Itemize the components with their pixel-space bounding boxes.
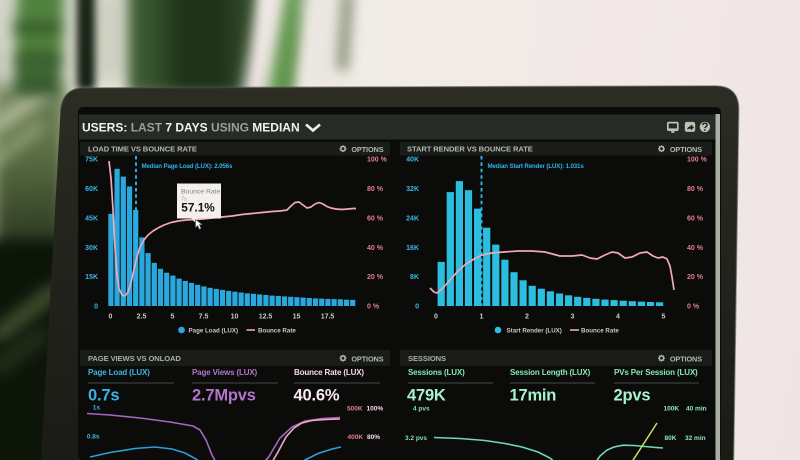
svg-text:7.5: 7.5 bbox=[199, 314, 209, 321]
svg-text:17min: 17min bbox=[510, 387, 557, 405]
svg-text:17.5: 17.5 bbox=[321, 314, 335, 321]
svg-text:Median Page Load (LUX): 2.056s: Median Page Load (LUX): 2.056s bbox=[142, 163, 233, 170]
svg-text:0: 0 bbox=[94, 304, 98, 311]
svg-text:Bounce Rate: Bounce Rate bbox=[258, 327, 296, 334]
svg-text:32 min: 32 min bbox=[685, 435, 706, 442]
svg-text:80%: 80% bbox=[367, 434, 380, 441]
svg-text:Page Load (LUX): Page Load (LUX) bbox=[189, 327, 239, 334]
svg-text:5: 5 bbox=[171, 314, 175, 321]
svg-text:4: 4 bbox=[616, 314, 620, 321]
svg-text:100%: 100% bbox=[367, 406, 384, 413]
svg-text:OPTIONS: OPTIONS bbox=[670, 355, 702, 364]
svg-text:479K: 479K bbox=[407, 387, 446, 405]
svg-text:30K: 30K bbox=[85, 245, 98, 252]
svg-text:40 %: 40 % bbox=[687, 245, 704, 252]
svg-text:SESSIONS: SESSIONS bbox=[408, 354, 446, 363]
svg-text:15: 15 bbox=[293, 314, 301, 321]
svg-text:400K: 400K bbox=[348, 434, 364, 441]
svg-text:20 %: 20 % bbox=[367, 274, 384, 281]
svg-text:8K: 8K bbox=[410, 274, 419, 281]
svg-text:32K: 32K bbox=[406, 186, 419, 193]
svg-text:57.1%: 57.1% bbox=[181, 201, 215, 215]
svg-text:Bounce Rate (LUX): Bounce Rate (LUX) bbox=[294, 368, 364, 377]
svg-text:75K: 75K bbox=[85, 157, 98, 164]
svg-text:60 %: 60 % bbox=[687, 215, 704, 222]
svg-text:3: 3 bbox=[571, 314, 575, 321]
svg-text:2pvs: 2pvs bbox=[614, 387, 651, 405]
svg-text:1: 1 bbox=[480, 314, 484, 321]
svg-text:10: 10 bbox=[231, 314, 239, 321]
svg-text:Session Length (LUX): Session Length (LUX) bbox=[510, 368, 591, 377]
svg-text:0 %: 0 % bbox=[367, 304, 380, 311]
svg-text:1s: 1s bbox=[93, 405, 101, 412]
svg-text:START RENDER VS BOUNCE RATE: START RENDER VS BOUNCE RATE bbox=[407, 145, 533, 154]
svg-text:Page Load (LUX): Page Load (LUX) bbox=[88, 368, 150, 377]
svg-text:PAGE VIEWS VS ONLOAD: PAGE VIEWS VS ONLOAD bbox=[88, 354, 181, 363]
svg-text:OPTIONS: OPTIONS bbox=[351, 145, 383, 154]
svg-text:80K: 80K bbox=[665, 435, 677, 442]
svg-text:LOAD TIME VS BOUNCE RATE: LOAD TIME VS BOUNCE RATE bbox=[88, 145, 197, 154]
svg-text:Start Render (LUX): Start Render (LUX) bbox=[507, 327, 562, 334]
svg-text:3.2 pvs: 3.2 pvs bbox=[405, 435, 427, 442]
svg-text:60 %: 60 % bbox=[367, 215, 384, 222]
svg-text:Bounce Rate: Bounce Rate bbox=[181, 188, 221, 195]
svg-text:40 %: 40 % bbox=[367, 245, 384, 252]
svg-text:15K: 15K bbox=[85, 274, 98, 281]
svg-text:OPTIONS: OPTIONS bbox=[351, 355, 383, 364]
svg-text:16K: 16K bbox=[406, 245, 419, 252]
svg-text:7s: 7s bbox=[181, 196, 187, 202]
svg-text:Median Start Render (LUX): 1.0: Median Start Render (LUX): 1.031s bbox=[488, 163, 585, 170]
svg-text:45K: 45K bbox=[85, 215, 98, 222]
svg-text:2.5: 2.5 bbox=[137, 314, 147, 321]
svg-text:OPTIONS: OPTIONS bbox=[670, 145, 702, 154]
svg-text:0: 0 bbox=[109, 314, 113, 321]
svg-text:0.8s: 0.8s bbox=[87, 434, 100, 441]
svg-text:20 %: 20 % bbox=[687, 274, 704, 281]
svg-text:0: 0 bbox=[434, 314, 438, 321]
svg-text:Sessions (LUX): Sessions (LUX) bbox=[408, 368, 465, 377]
svg-text:2.7Mpvs: 2.7Mpvs bbox=[192, 387, 256, 405]
svg-text:Page Views (LUX): Page Views (LUX) bbox=[192, 368, 258, 377]
svg-text:80 %: 80 % bbox=[367, 186, 384, 193]
svg-text:500K: 500K bbox=[347, 406, 363, 413]
svg-text:40K: 40K bbox=[406, 157, 419, 164]
svg-text:5: 5 bbox=[662, 314, 666, 321]
svg-text:80 %: 80 % bbox=[687, 186, 704, 193]
svg-text:100K: 100K bbox=[664, 406, 680, 413]
svg-text:2: 2 bbox=[525, 314, 529, 321]
svg-text:40.6%: 40.6% bbox=[294, 387, 340, 405]
svg-text:24K: 24K bbox=[406, 215, 419, 222]
svg-text:USERS: LAST 7 DAYS USING MEDIA: USERS: LAST 7 DAYS USING MEDIAN bbox=[82, 121, 300, 135]
svg-text:0 %: 0 % bbox=[687, 304, 700, 311]
svg-text:60K: 60K bbox=[85, 186, 98, 193]
svg-text:100 %: 100 % bbox=[687, 157, 708, 164]
svg-text:0.7s: 0.7s bbox=[88, 387, 119, 405]
svg-text:100 %: 100 % bbox=[367, 157, 388, 164]
svg-text:PVs Per Session (LUX): PVs Per Session (LUX) bbox=[614, 368, 698, 377]
svg-text:40 min: 40 min bbox=[686, 406, 707, 413]
svg-text:12.5: 12.5 bbox=[259, 314, 273, 321]
svg-text:4 pvs: 4 pvs bbox=[413, 406, 430, 413]
svg-text:0: 0 bbox=[415, 304, 419, 311]
svg-text:Bounce Rate: Bounce Rate bbox=[581, 327, 619, 334]
